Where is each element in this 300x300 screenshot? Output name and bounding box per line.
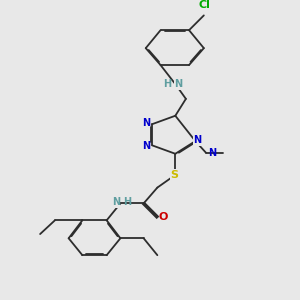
Text: N: N	[208, 148, 217, 158]
Text: O: O	[159, 212, 168, 222]
Text: N: N	[112, 197, 120, 207]
Text: N: N	[174, 79, 182, 89]
Text: N: N	[142, 141, 150, 152]
Text: N: N	[194, 135, 202, 145]
Text: H: H	[163, 79, 171, 89]
Text: Cl: Cl	[199, 0, 211, 10]
Text: H: H	[124, 197, 132, 207]
Text: S: S	[170, 170, 178, 180]
Text: N: N	[142, 118, 150, 128]
